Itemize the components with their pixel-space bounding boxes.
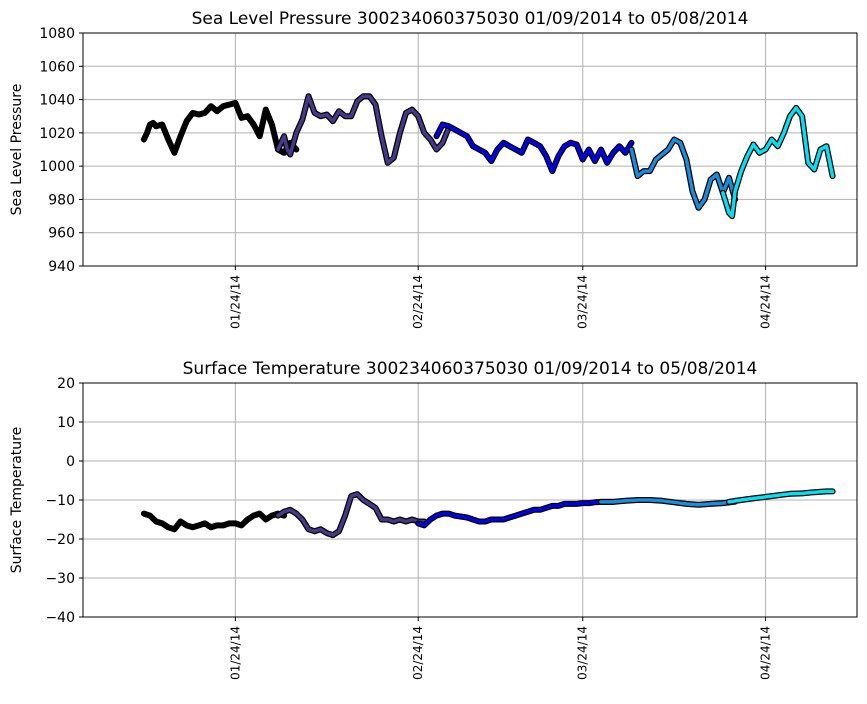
x-tick-label: 01/24/14 <box>228 626 242 680</box>
y-tick-label: 1080 <box>39 26 75 42</box>
y-tick-label: −30 <box>45 571 75 587</box>
x-tick-label: 04/24/14 <box>759 275 773 329</box>
y-tick-label: 10 <box>57 415 75 431</box>
series-line-segment-3 <box>416 500 615 528</box>
series-line-segment-5 <box>721 106 835 218</box>
series-line-segment-1 <box>142 511 286 532</box>
series-line-segment-3 <box>434 122 634 173</box>
y-tick-label: −40 <box>45 610 75 626</box>
x-tick-label: 02/24/14 <box>411 626 425 680</box>
series-line-segment-2 <box>276 94 451 165</box>
series-line-segment-4 <box>629 137 737 210</box>
series-line-segment-2 <box>276 492 427 537</box>
y-tick-label: 0 <box>66 454 75 470</box>
y-tick-label: 1020 <box>39 126 75 142</box>
x-tick-label: 04/24/14 <box>759 626 773 680</box>
y-tick-label: 960 <box>48 226 75 242</box>
y-tick-label: −10 <box>45 493 75 509</box>
y-tick-label: 1040 <box>39 93 75 109</box>
y-tick-label: 1000 <box>39 159 75 175</box>
series-outline-segment-3 <box>433 121 635 175</box>
plot-frame <box>82 32 858 267</box>
x-tick-label: 01/24/14 <box>228 275 242 329</box>
y-tick-label: 940 <box>48 259 75 275</box>
series-line-segment-4 <box>599 498 737 507</box>
chart-title: Sea Level Pressure 300234060375030 01/09… <box>192 9 749 29</box>
x-tick-label: 03/24/14 <box>576 626 590 680</box>
y-axis-label: Sea Level Pressure <box>9 84 25 216</box>
chart-title: Surface Temperature 300234060375030 01/0… <box>183 359 758 379</box>
series-line-segment-1 <box>142 101 299 155</box>
pressure-chart: 940 960 980 1000 1020 1040 1060 1080 01/24/14 02/… <box>9 9 858 329</box>
series-line-segment-5 <box>727 489 835 504</box>
y-tick-label: −20 <box>45 532 75 548</box>
x-tick-label: 02/24/14 <box>411 275 425 329</box>
temperature-chart: −40 −30 −20 −10 0 10 20 01/24/14 02/24/14 03/24/1… <box>9 359 858 680</box>
y-tick-label: 980 <box>48 192 75 208</box>
y-tick-label: 20 <box>57 376 75 392</box>
x-tick-label: 03/24/14 <box>576 275 590 329</box>
y-axis-label: Surface Temperature <box>9 427 25 573</box>
y-tick-label: 1060 <box>39 59 75 75</box>
